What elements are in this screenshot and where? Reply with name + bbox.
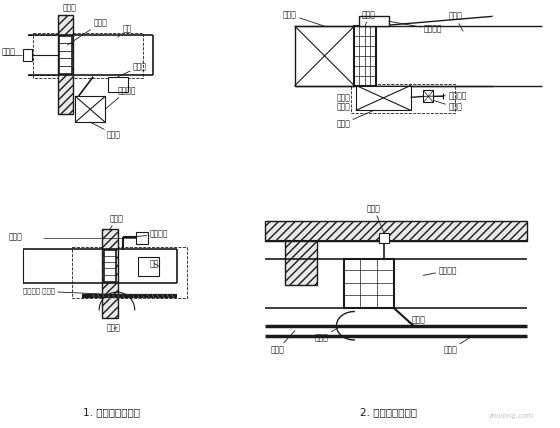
Text: 复位手柄 检查口: 复位手柄 检查口 — [23, 288, 148, 296]
Text: 开手柄: 开手柄 — [337, 93, 351, 102]
Text: 金属软管: 金属软管 — [423, 266, 457, 275]
Text: 风道: 风道 — [118, 25, 132, 37]
Bar — [76, 96, 105, 122]
Text: 风道: 风道 — [150, 259, 160, 268]
Text: zhulong.com: zhulong.com — [488, 413, 533, 419]
Bar — [344, 259, 394, 308]
Text: 接线盒: 接线盒 — [1, 48, 15, 56]
Text: 关手柄: 关手柄 — [337, 102, 351, 111]
Text: 接线盒: 接线盒 — [433, 100, 462, 112]
Text: 1. 防火阀安装方法: 1. 防火阀安装方法 — [83, 407, 141, 417]
Bar — [351, 83, 455, 113]
Text: 排烟口: 排烟口 — [283, 10, 325, 26]
Text: 防火墙: 防火墙 — [110, 214, 124, 229]
Bar — [295, 26, 354, 86]
Text: 防火墙: 防火墙 — [63, 3, 76, 15]
Text: 检修口: 检修口 — [107, 324, 121, 333]
Bar — [423, 90, 433, 102]
Text: 接线盒: 接线盒 — [8, 232, 22, 241]
Bar — [136, 232, 148, 244]
Bar — [354, 26, 376, 86]
Bar — [265, 221, 527, 241]
Text: 金属软管: 金属软管 — [136, 229, 168, 238]
Text: 金属软管: 金属软管 — [423, 91, 466, 100]
Text: 排烟阀: 排烟阀 — [362, 10, 376, 26]
Bar — [72, 247, 187, 298]
Text: 检修口: 检修口 — [90, 122, 121, 139]
Bar — [58, 15, 73, 114]
Text: 检修口: 检修口 — [443, 336, 473, 354]
Text: 排烟道: 排烟道 — [448, 12, 463, 31]
Text: 关手柄: 关手柄 — [315, 326, 342, 342]
Bar — [359, 16, 389, 26]
Text: 排烟口: 排烟口 — [270, 331, 295, 354]
Text: 检查口: 检查口 — [118, 62, 147, 77]
Text: 防火阀: 防火阀 — [68, 19, 107, 45]
Bar — [59, 36, 72, 74]
Bar — [33, 33, 143, 77]
Bar — [138, 256, 160, 276]
Text: 开手柄: 开手柄 — [409, 315, 426, 324]
Text: 检查口: 检查口 — [337, 110, 374, 128]
Text: 2. 排烟阀安装方法: 2. 排烟阀安装方法 — [360, 407, 417, 417]
Bar — [379, 233, 389, 243]
Bar — [108, 77, 128, 92]
Bar — [285, 241, 316, 285]
Bar — [102, 229, 118, 318]
Bar — [23, 49, 32, 61]
Bar — [356, 86, 410, 110]
Bar — [104, 250, 116, 282]
Text: 金属软管: 金属软管 — [105, 86, 137, 109]
Text: 驱动部分: 驱动部分 — [389, 21, 442, 34]
Text: 接线盒: 接线盒 — [367, 204, 384, 233]
